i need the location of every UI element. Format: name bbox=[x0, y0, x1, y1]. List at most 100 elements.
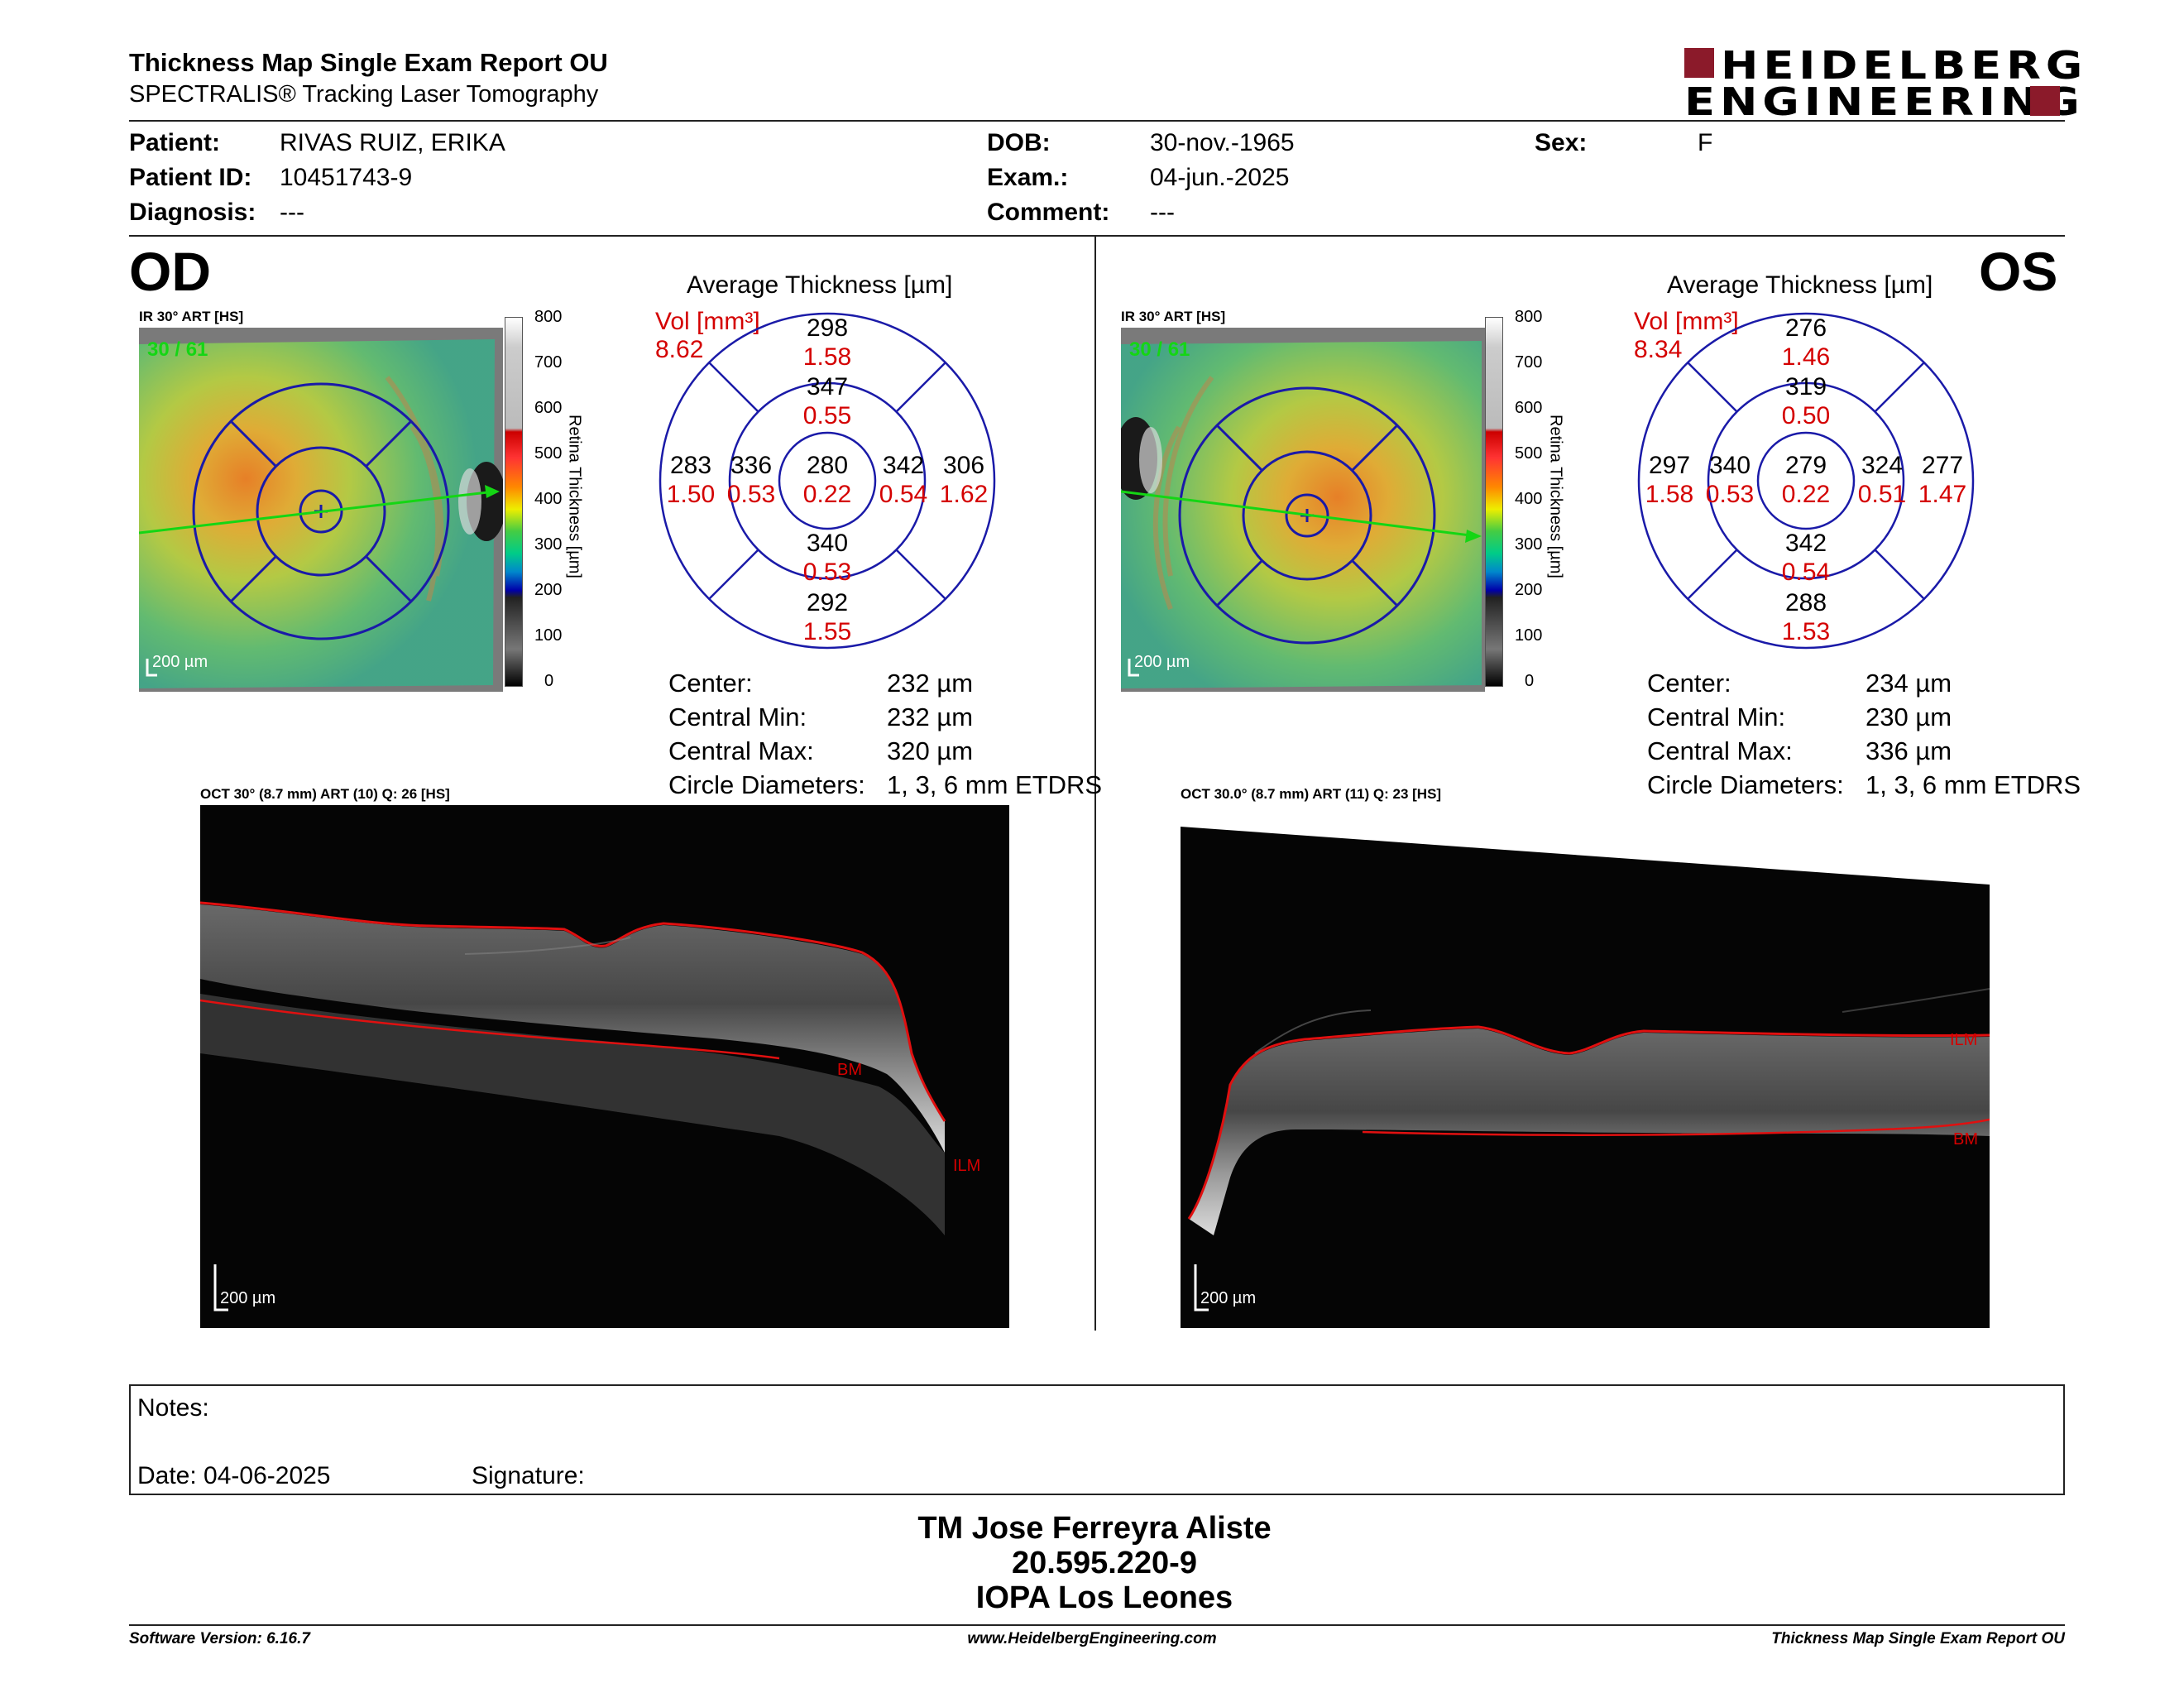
heidelberg-logo: HEIDELBERG ENGINEERING bbox=[1684, 46, 2082, 121]
os-tick-200: 200 bbox=[1515, 581, 1543, 599]
notes-label: Notes: bbox=[137, 1394, 209, 1422]
os-tick-100: 100 bbox=[1515, 626, 1543, 645]
stamp-line-1: TM Jose Ferreyra Aliste bbox=[917, 1511, 1272, 1546]
patient-name: RIVAS RUIZ, ERIKA bbox=[280, 129, 505, 156]
od-ir-label: IR 30° ART [HS] bbox=[139, 309, 244, 324]
od-inner-temp-thk: 336 bbox=[730, 452, 772, 479]
os-ir-label: IR 30° ART [HS] bbox=[1121, 309, 1226, 324]
od-ilm-label: ILM bbox=[953, 1157, 980, 1175]
notes-date: Date: 04-06-2025 bbox=[137, 1462, 331, 1489]
os-tick-800: 800 bbox=[1515, 308, 1543, 326]
logo-text-bottom: ENGINEERING bbox=[1684, 79, 2085, 124]
os-inner-nas-thk: 324 bbox=[1861, 452, 1903, 479]
os-outer-inf-vol: 1.53 bbox=[1782, 618, 1830, 645]
os-inner-temp-vol: 0.53 bbox=[1706, 481, 1754, 508]
os-oct-scale: 200 µm bbox=[1200, 1289, 1256, 1307]
os-tick-600: 600 bbox=[1515, 399, 1543, 417]
notes-box: Notes: Date: 04-06-2025 Signature: bbox=[129, 1384, 2065, 1495]
os-outer-nas-thk: 277 bbox=[1922, 452, 1963, 479]
os-outer-temp-vol: 1.58 bbox=[1645, 481, 1693, 508]
info-divider bbox=[129, 235, 2065, 237]
od-oct-label: OCT 30° (8.7 mm) ART (10) Q: 26 [HS] bbox=[200, 786, 450, 802]
os-oct-corner bbox=[1181, 805, 1990, 885]
os-eye-label: OS bbox=[1979, 241, 2058, 302]
od-tick-300: 300 bbox=[534, 535, 563, 554]
footer-website[interactable]: www.HeidelbergEngineering.com bbox=[967, 1630, 1217, 1647]
exam-value: 04-jun.-2025 bbox=[1150, 164, 1290, 191]
od-bm-label: BM bbox=[837, 1061, 862, 1079]
os-ilm-line bbox=[1187, 1025, 1990, 1220]
patient-label: Patient: bbox=[129, 129, 221, 156]
os-colorbar bbox=[1485, 317, 1503, 687]
stamp-org: IOPA Los Leones bbox=[0, 1580, 2184, 1616]
os-min-value: 230 µm bbox=[1866, 703, 1952, 731]
od-scan-line bbox=[139, 490, 496, 535]
od-inner-sup-thk: 347 bbox=[807, 373, 848, 400]
report-title: Thickness Map Single Exam Report OU bbox=[129, 48, 608, 77]
os-outer-sup-thk: 276 bbox=[1785, 314, 1827, 342]
od-min-label: Central Min: bbox=[668, 703, 807, 731]
od-map-scale: 200 µm bbox=[152, 653, 208, 671]
comment-label: Comment: bbox=[987, 199, 1110, 226]
od-outer-temp-vol: 1.50 bbox=[667, 481, 715, 508]
stamp-name: TM Jose Ferreyra Aliste bbox=[0, 1511, 2184, 1547]
os-bm-line bbox=[1362, 1118, 1990, 1136]
diagnosis-value: --- bbox=[280, 199, 304, 226]
od-oct-bscan: BM ILM 200 µm bbox=[200, 805, 1009, 1328]
od-diam-label: Circle Diameters: bbox=[668, 770, 865, 799]
os-outer-inf-thk: 288 bbox=[1785, 589, 1827, 616]
od-inner-sup-vol: 0.55 bbox=[803, 402, 851, 429]
od-etdrs-grid: 298 1.58 347 0.55 283 1.50 336 0.53 280 … bbox=[659, 312, 996, 650]
os-inner-inf-vol: 0.54 bbox=[1782, 559, 1830, 586]
os-colorbar-label: Retina Thickness [µm] bbox=[1546, 415, 1565, 578]
os-tick-500: 500 bbox=[1515, 444, 1543, 463]
od-eye-label: OD bbox=[129, 241, 211, 302]
od-thickness-map: 30 / 61 200 µm bbox=[139, 328, 503, 692]
od-grid-title: Average Thickness [µm] bbox=[687, 271, 953, 299]
exam-label: Exam.: bbox=[987, 164, 1069, 191]
od-center-value: 232 µm bbox=[887, 669, 974, 698]
od-inner-temp-vol: 0.53 bbox=[727, 481, 775, 508]
os-ilm-label: ILM bbox=[1950, 1031, 1977, 1049]
od-outer-nas-vol: 1.62 bbox=[940, 481, 988, 508]
os-center-thk: 279 bbox=[1785, 452, 1827, 479]
od-outer-sup-thk: 298 bbox=[807, 314, 848, 342]
od-tick-700: 700 bbox=[534, 353, 563, 372]
od-tick-600: 600 bbox=[534, 399, 563, 417]
eye-divider bbox=[1094, 237, 1096, 1331]
dob-label: DOB: bbox=[987, 129, 1051, 156]
od-ilm-line bbox=[200, 901, 946, 1122]
os-retina-layer bbox=[1189, 1029, 1990, 1235]
os-center-label: Center: bbox=[1647, 669, 1731, 698]
os-outer-sup-vol: 1.46 bbox=[1782, 343, 1830, 371]
patient-id-label: Patient ID: bbox=[129, 164, 252, 191]
od-oct-scale: 200 µm bbox=[220, 1289, 275, 1307]
stamp-line-3: IOPA Los Leones bbox=[975, 1580, 1233, 1615]
os-tick-700: 700 bbox=[1515, 353, 1543, 372]
od-outer-nas-thk: 306 bbox=[943, 452, 984, 479]
od-outer-sup-vol: 1.58 bbox=[803, 343, 851, 371]
od-center-label: Center: bbox=[668, 669, 753, 698]
logo-square-top bbox=[1684, 48, 1714, 78]
od-inner-nas-vol: 0.54 bbox=[879, 481, 927, 508]
od-colorbar-label: Retina Thickness [µm] bbox=[565, 415, 584, 578]
od-tick-0: 0 bbox=[544, 672, 554, 690]
footer-software: Software Version: 6.16.7 bbox=[129, 1630, 310, 1647]
od-tick-800: 800 bbox=[534, 308, 563, 326]
od-max-value: 320 µm bbox=[887, 736, 974, 765]
os-oct-bscan: ILM BM 200 µm bbox=[1181, 805, 1990, 1328]
dob-value: 30-nov.-1965 bbox=[1150, 129, 1295, 156]
od-inner-inf-thk: 340 bbox=[807, 530, 848, 557]
os-outer-temp-thk: 297 bbox=[1649, 452, 1690, 479]
od-counter: 30 / 61 bbox=[147, 338, 208, 361]
od-center-thk: 280 bbox=[807, 452, 848, 479]
os-thickness-map: 30 / 61 200 µm bbox=[1121, 328, 1485, 692]
os-tick-400: 400 bbox=[1515, 490, 1543, 508]
od-inner-nas-thk: 342 bbox=[883, 452, 924, 479]
od-bm-line bbox=[200, 999, 780, 1060]
od-inner-inf-vol: 0.53 bbox=[803, 559, 851, 586]
od-etdrs-overlay bbox=[192, 382, 450, 640]
od-center-vol: 0.22 bbox=[803, 481, 851, 508]
od-tick-400: 400 bbox=[534, 490, 563, 508]
os-colorbar-ticks: 800 700 600 500 400 300 200 100 0 bbox=[1506, 308, 1543, 697]
